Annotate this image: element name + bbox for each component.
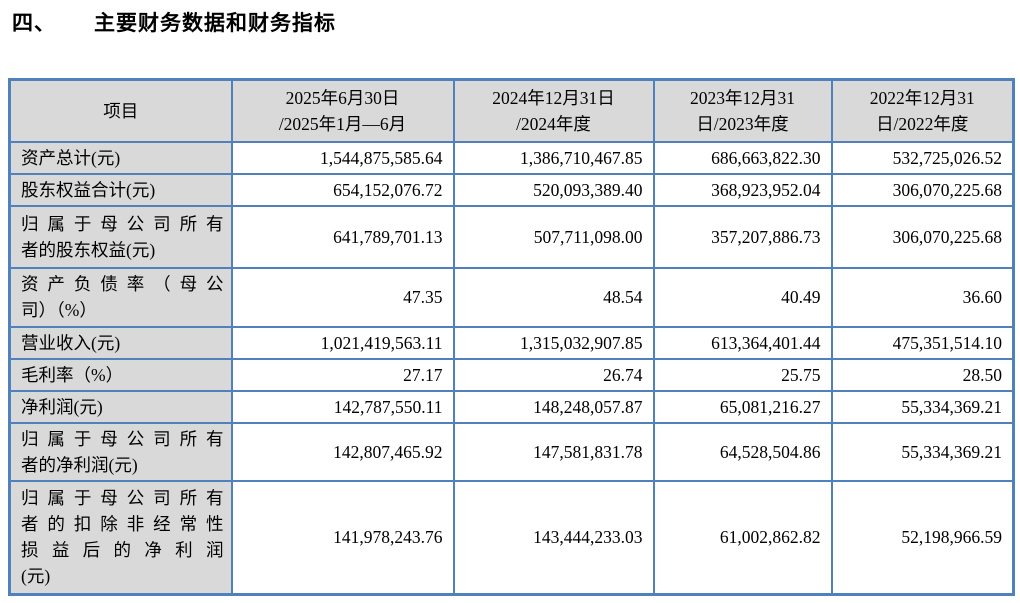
value-cell: 147,581,831.78 xyxy=(452,421,655,482)
value-cell: 142,787,550.11 xyxy=(230,389,455,424)
row-label: 归属于母公司所有 者的股东权益(元) xyxy=(8,204,233,269)
value-cell: 65,081,216.27 xyxy=(652,389,833,424)
table-row-debt-ratio: 资产负债率（母公 司）（%） 47.35 48.54 40.49 36.60 xyxy=(8,266,1015,328)
table-row-gross-margin: 毛利率（%） 27.17 26.74 25.75 28.50 xyxy=(8,357,1015,392)
table-row-parent-net-profit: 归属于母公司所有 者的净利润(元) 142,807,465.92 147,581,… xyxy=(8,421,1015,482)
value-cell: 25.75 xyxy=(652,357,833,392)
value-cell: 532,725,026.52 xyxy=(830,140,1015,175)
table-header-row: 项目 2025年6月30日 /2025年1月—6月 2024年12月31日 /2… xyxy=(8,78,1015,143)
value-cell: 1,021,419,563.11 xyxy=(230,325,455,360)
table-row-parent-equity: 归属于母公司所有 者的股东权益(元) 641,789,701.13 507,711… xyxy=(8,204,1015,269)
row-label: 归属于母公司所有 者的扣除非经常性 损益后的净利润 (元) xyxy=(8,479,233,596)
value-cell: 1,544,875,585.64 xyxy=(230,140,455,175)
value-cell: 47.35 xyxy=(230,266,455,328)
value-cell: 654,152,076.72 xyxy=(230,172,455,207)
value-cell: 143,444,233.03 xyxy=(452,479,655,596)
table-row-total-equity: 股东权益合计(元) 654,152,076.72 520,093,389.40 … xyxy=(8,172,1015,207)
row-label: 归属于母公司所有 者的净利润(元) xyxy=(8,421,233,482)
value-cell: 641,789,701.13 xyxy=(230,204,455,269)
column-header-item: 项目 xyxy=(8,78,233,143)
table-row-revenue: 营业收入(元) 1,021,419,563.11 1,315,032,907.8… xyxy=(8,325,1015,360)
value-cell: 36.60 xyxy=(830,266,1015,328)
value-cell: 142,807,465.92 xyxy=(230,421,455,482)
row-label: 资产负债率（母公 司）（%） xyxy=(8,266,233,328)
row-label: 资产总计(元) xyxy=(8,140,233,175)
value-cell: 141,978,243.76 xyxy=(230,479,455,596)
value-cell: 368,923,952.04 xyxy=(652,172,833,207)
value-cell: 28.50 xyxy=(830,357,1015,392)
table-row-deducted-net-profit: 归属于母公司所有 者的扣除非经常性 损益后的净利润 (元) 141,978,243.7… xyxy=(8,479,1015,596)
table-row-total-assets: 资产总计(元) 1,544,875,585.64 1,386,710,467.8… xyxy=(8,140,1015,175)
row-label: 毛利率（%） xyxy=(8,357,233,392)
value-cell: 686,663,822.30 xyxy=(652,140,833,175)
column-header-2022: 2022年12月31 日/2022年度 xyxy=(830,78,1015,143)
value-cell: 61,002,862.82 xyxy=(652,479,833,596)
value-cell: 27.17 xyxy=(230,357,455,392)
row-label: 股东权益合计(元) xyxy=(8,172,233,207)
value-cell: 507,711,098.00 xyxy=(452,204,655,269)
value-cell: 48.54 xyxy=(452,266,655,328)
column-header-2025: 2025年6月30日 /2025年1月—6月 xyxy=(230,78,455,143)
value-cell: 40.49 xyxy=(652,266,833,328)
row-label: 净利润(元) xyxy=(8,389,233,424)
value-cell: 1,315,032,907.85 xyxy=(452,325,655,360)
value-cell: 613,364,401.44 xyxy=(652,325,833,360)
value-cell: 55,334,369.21 xyxy=(830,389,1015,424)
value-cell: 1,386,710,467.85 xyxy=(452,140,655,175)
value-cell: 52,198,966.59 xyxy=(830,479,1015,596)
value-cell: 64,528,504.86 xyxy=(652,421,833,482)
value-cell: 306,070,225.68 xyxy=(830,172,1015,207)
page-title: 四、 主要财务数据和财务指标 xyxy=(0,0,1020,37)
value-cell: 520,093,389.40 xyxy=(452,172,655,207)
row-label: 营业收入(元) xyxy=(8,325,233,360)
section-title-text: 主要财务数据和财务指标 xyxy=(94,11,336,35)
table-row-net-profit: 净利润(元) 142,787,550.11 148,248,057.87 65,… xyxy=(8,389,1015,424)
value-cell: 357,207,886.73 xyxy=(652,204,833,269)
section-number: 四、 xyxy=(12,11,56,35)
financial-data-table: 项目 2025年6月30日 /2025年1月—6月 2024年12月31日 /2… xyxy=(8,78,1015,596)
value-cell: 306,070,225.68 xyxy=(830,204,1015,269)
value-cell: 148,248,057.87 xyxy=(452,389,655,424)
column-header-2024: 2024年12月31日 /2024年度 xyxy=(452,78,655,143)
value-cell: 475,351,514.10 xyxy=(830,325,1015,360)
value-cell: 55,334,369.21 xyxy=(830,421,1015,482)
value-cell: 26.74 xyxy=(452,357,655,392)
column-header-2023: 2023年12月31 日/2023年度 xyxy=(652,78,833,143)
